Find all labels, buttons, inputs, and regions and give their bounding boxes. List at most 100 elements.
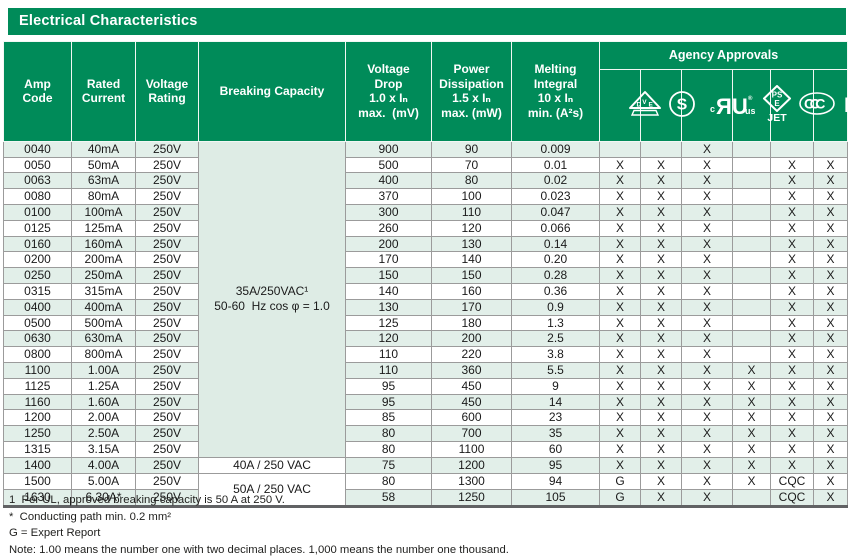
approval-cell-semko-s: X bbox=[641, 394, 682, 410]
voltage-rating-cell: 250V bbox=[136, 394, 199, 410]
approval-cell-semko-s: X bbox=[641, 442, 682, 458]
approval-cell-vde: X bbox=[600, 236, 641, 252]
col-header-semko: S bbox=[641, 70, 682, 142]
approval-cell-vde: X bbox=[600, 442, 641, 458]
voltage-rating-cell: 250V bbox=[136, 347, 199, 363]
approval-cell-ul-recognized: X bbox=[682, 220, 733, 236]
approval-cell-vde: X bbox=[600, 252, 641, 268]
approval-cell-ul-recognized: X bbox=[682, 394, 733, 410]
approval-cell-ccc: X bbox=[771, 189, 814, 205]
col-header-melting-integral: Melting Integral 10 x Iₙ min. (A²s) bbox=[512, 42, 600, 142]
melting-integral-cell: 0.36 bbox=[512, 284, 600, 300]
approval-cell-kc: X bbox=[814, 236, 848, 252]
voltage-drop-cell: 85 bbox=[346, 410, 432, 426]
power-dissipation-cell: 450 bbox=[432, 394, 512, 410]
melting-integral-cell: 35 bbox=[512, 426, 600, 442]
power-dissipation-cell: 1100 bbox=[432, 442, 512, 458]
melting-integral-cell: 0.009 bbox=[512, 141, 600, 157]
approval-cell-ccc: X bbox=[771, 347, 814, 363]
approval-cell-vde: X bbox=[600, 315, 641, 331]
col-header-rated-current: Rated Current bbox=[72, 42, 136, 142]
approval-cell-semko-s: X bbox=[641, 220, 682, 236]
approval-cell-ccc: X bbox=[771, 426, 814, 442]
approval-cell-ul-recognized: X bbox=[682, 363, 733, 379]
rated-current-cell: 63mA bbox=[72, 173, 136, 189]
power-dissipation-cell: 1300 bbox=[432, 474, 512, 490]
melting-integral-cell: 0.01 bbox=[512, 157, 600, 173]
approval-cell-ul-recognized: X bbox=[682, 457, 733, 474]
power-dissipation-cell: 140 bbox=[432, 252, 512, 268]
col-header-agency-approvals: Agency Approvals bbox=[600, 42, 848, 70]
voltage-drop-cell: 300 bbox=[346, 205, 432, 221]
amp-code-cell: 1250 bbox=[4, 426, 72, 442]
col-header-voltage-rating: Voltage Rating bbox=[136, 42, 199, 142]
approval-cell-vde: X bbox=[600, 284, 641, 300]
col-header-ul: c ЯU ® us bbox=[682, 70, 733, 142]
approval-cell-ul-recognized: X bbox=[682, 284, 733, 300]
approval-cell-pse-jet: X bbox=[733, 394, 771, 410]
amp-code-cell: 0080 bbox=[4, 189, 72, 205]
rated-current-cell: 3.15A bbox=[72, 442, 136, 458]
voltage-rating-cell: 250V bbox=[136, 252, 199, 268]
approval-cell-vde: X bbox=[600, 363, 641, 379]
amp-code-cell: 0050 bbox=[4, 157, 72, 173]
col-header-power-dissipation: Power Dissipation 1.5 x Iₙ max. (mW) bbox=[432, 42, 512, 142]
approval-cell-ul-recognized: X bbox=[682, 252, 733, 268]
voltage-drop-cell: 140 bbox=[346, 284, 432, 300]
voltage-rating-cell: 250V bbox=[136, 173, 199, 189]
approval-cell-kc: X bbox=[814, 252, 848, 268]
approval-cell-semko-s: X bbox=[641, 410, 682, 426]
melting-integral-cell: 0.02 bbox=[512, 173, 600, 189]
approval-cell-vde: G bbox=[600, 490, 641, 507]
voltage-drop-cell: 110 bbox=[346, 347, 432, 363]
approval-cell-semko-s: X bbox=[641, 189, 682, 205]
svg-text:c: c bbox=[710, 104, 715, 114]
approval-cell-vde: X bbox=[600, 268, 641, 284]
rated-current-cell: 2.00A bbox=[72, 410, 136, 426]
approval-cell-ccc: CQC bbox=[771, 474, 814, 490]
col-header-amp-code: Amp Code bbox=[4, 42, 72, 142]
power-dissipation-cell: 90 bbox=[432, 141, 512, 157]
approval-cell-semko-s: X bbox=[641, 157, 682, 173]
melting-integral-cell: 9 bbox=[512, 378, 600, 394]
approval-cell-ccc: X bbox=[771, 363, 814, 379]
col-header-voltage-drop: Voltage Drop 1.0 x Iₙ max. (mV) bbox=[346, 42, 432, 142]
approval-cell-ccc: X bbox=[771, 394, 814, 410]
approval-cell-vde: X bbox=[600, 173, 641, 189]
approval-cell-pse-jet: X bbox=[733, 426, 771, 442]
approval-cell-ccc: X bbox=[771, 410, 814, 426]
approval-cell-ul-recognized: X bbox=[682, 331, 733, 347]
voltage-rating-cell: 250V bbox=[136, 474, 199, 490]
melting-integral-cell: 5.5 bbox=[512, 363, 600, 379]
approval-cell-kc: X bbox=[814, 315, 848, 331]
amp-code-cell: 0063 bbox=[4, 173, 72, 189]
rated-current-cell: 500mA bbox=[72, 315, 136, 331]
approval-cell-semko-s: X bbox=[641, 252, 682, 268]
approval-cell-semko-s: X bbox=[641, 299, 682, 315]
approval-cell-kc: X bbox=[814, 299, 848, 315]
approval-cell-vde bbox=[600, 141, 641, 157]
rated-current-cell: 1.25A bbox=[72, 378, 136, 394]
approval-cell-kc: X bbox=[814, 490, 848, 507]
approval-cell-semko-s: X bbox=[641, 474, 682, 490]
approval-cell-semko-s: X bbox=[641, 378, 682, 394]
approval-cell-semko-s: X bbox=[641, 331, 682, 347]
approval-cell-kc: X bbox=[814, 410, 848, 426]
approval-cell-ul-recognized: X bbox=[682, 315, 733, 331]
approval-cell-pse-jet bbox=[733, 205, 771, 221]
approval-cell-vde: X bbox=[600, 331, 641, 347]
approval-cell-ul-recognized: X bbox=[682, 157, 733, 173]
approval-cell-ul-recognized: X bbox=[682, 410, 733, 426]
approval-cell-ccc bbox=[771, 141, 814, 157]
approval-cell-semko-s: X bbox=[641, 284, 682, 300]
approval-cell-pse-jet bbox=[733, 331, 771, 347]
power-dissipation-cell: 120 bbox=[432, 220, 512, 236]
voltage-rating-cell: 250V bbox=[136, 220, 199, 236]
footnote-asterisk: * Conducting path min. 0.2 mm² bbox=[9, 509, 509, 526]
footnote-1: 1 Per UL, approved breaking capacity is … bbox=[9, 492, 509, 509]
approval-cell-kc: X bbox=[814, 284, 848, 300]
